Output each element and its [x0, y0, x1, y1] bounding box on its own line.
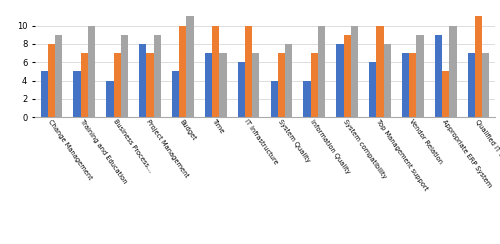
Bar	[435, 35, 442, 117]
Bar	[475, 17, 482, 117]
Bar	[376, 26, 384, 117]
Bar	[179, 26, 186, 117]
Bar	[318, 26, 325, 117]
Bar	[409, 53, 416, 117]
Bar	[344, 35, 351, 117]
Bar	[220, 53, 226, 117]
Bar	[154, 35, 161, 117]
Bar	[402, 53, 409, 117]
Bar	[285, 44, 292, 117]
Bar	[186, 17, 194, 117]
Bar	[40, 71, 48, 117]
Bar	[416, 35, 424, 117]
Bar	[146, 53, 154, 117]
Bar	[212, 26, 220, 117]
Bar	[172, 71, 179, 117]
Bar	[351, 26, 358, 117]
Bar	[450, 26, 456, 117]
Bar	[48, 44, 55, 117]
Bar	[278, 53, 285, 117]
Bar	[88, 26, 95, 117]
Bar	[55, 35, 62, 117]
Bar	[74, 71, 80, 117]
Bar	[238, 62, 245, 117]
Bar	[369, 62, 376, 117]
Bar	[106, 81, 114, 117]
Bar	[205, 53, 212, 117]
Bar	[442, 71, 450, 117]
Bar	[139, 44, 146, 117]
Bar	[336, 44, 344, 117]
Bar	[384, 44, 391, 117]
Bar	[80, 53, 88, 117]
Bar	[270, 81, 278, 117]
Bar	[304, 81, 310, 117]
Bar	[245, 26, 252, 117]
Bar	[114, 53, 121, 117]
Bar	[468, 53, 475, 117]
Bar	[252, 53, 260, 117]
Bar	[482, 53, 490, 117]
Bar	[121, 35, 128, 117]
Bar	[310, 53, 318, 117]
